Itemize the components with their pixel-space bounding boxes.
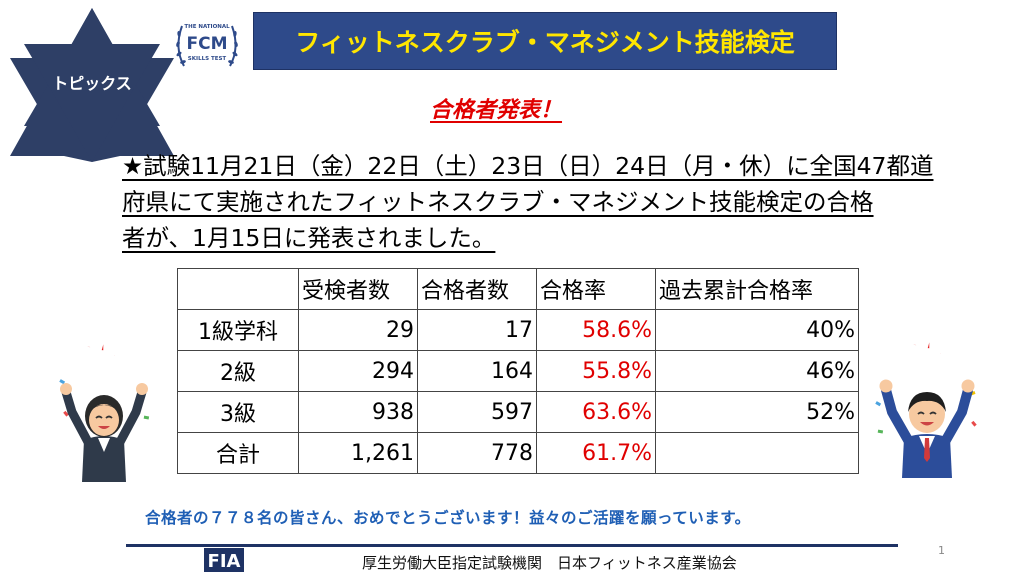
grade-cell: 2級 (177, 350, 299, 392)
emblem-abbr: FCM (186, 34, 227, 54)
rate-cell: 58.6% (536, 309, 656, 351)
cumulative-cell: 40% (655, 309, 859, 351)
celebrating-man-illustration (875, 379, 977, 478)
topics-star-badge (10, 8, 174, 162)
cumulative-cell: 52% (655, 391, 859, 433)
intro-line: ★試験11月21日（金）22日（土）23日（日）24日（月・休）に全国47都道 (122, 152, 934, 180)
examinees-cell: 1,261 (298, 432, 418, 474)
topics-label: トピックス (52, 74, 132, 93)
footer-divider (126, 544, 898, 547)
announcement-heading: 合格者発表！ (430, 98, 563, 123)
header-cell: 過去累計合格率 (655, 268, 859, 310)
emblem-bottom-text: SKILLS TEST (188, 56, 227, 62)
intro-line: 府県にて実施されたフィットネスクラブ・マネジメント技能検定の合格 (122, 188, 874, 216)
footer-organization: 厚生労働大臣指定試験機関 日本フィットネス産業協会 (362, 554, 737, 572)
title-banner: フィットネスクラブ・マネジメント技能検定 (253, 12, 837, 70)
fia-logo: FIA (204, 548, 244, 572)
intro-line: 者が、1月15日に発表されました。 (122, 224, 496, 252)
svg-text:FIA: FIA (208, 551, 241, 572)
header-cell: 合格率 (536, 268, 656, 310)
rate-cell: 61.7% (536, 432, 656, 474)
results-table: 受検者数 合格者数 合格率 過去累計合格率 1級学科 29 17 58.6% 4… (177, 268, 859, 474)
grade-cell: 1級学科 (177, 309, 299, 351)
grade-cell: 合計 (177, 432, 299, 474)
cumulative-cell: 46% (655, 350, 859, 392)
rate-cell: 63.6% (536, 391, 656, 433)
intro-paragraph: ★試験11月21日（金）22日（土）23日（日）24日（月・休）に全国47都道 … (122, 148, 972, 256)
passed-cell: 164 (417, 350, 537, 392)
passed-cell: 778 (417, 432, 537, 474)
page-number: 1 (938, 544, 945, 557)
table-header-row: 受検者数 合格者数 合格率 過去累計合格率 (177, 268, 859, 310)
passed-cell: 17 (417, 309, 537, 351)
table-row: 1級学科 29 17 58.6% 40% (177, 309, 859, 351)
emblem-top-text: THE NATIONAL (184, 24, 230, 30)
header-cell: 合格者数 (417, 268, 537, 310)
examinees-cell: 29 (298, 309, 418, 351)
gokaku-word-left: 合格 (53, 329, 135, 377)
banner-title: フィットネスクラブ・マネジメント技能検定 (295, 28, 795, 57)
header-cell: 受検者数 (298, 268, 418, 310)
table-row: 2級 294 164 55.8% 46% (177, 350, 859, 392)
examinees-cell: 294 (298, 350, 418, 392)
table-row: 合計 1,261 778 61.7% (177, 432, 859, 474)
table-row: 3級 938 597 63.6% 52% (177, 391, 859, 433)
rate-cell: 55.8% (536, 350, 656, 392)
header-cell (177, 268, 299, 310)
celebrating-woman-illustration (59, 379, 150, 482)
fcm-emblem-logo: THE NATIONAL FCM SKILLS TEST (176, 24, 238, 67)
cumulative-cell (655, 432, 859, 474)
examinees-cell: 938 (298, 391, 418, 433)
gokaku-word-right: 合格 (879, 327, 961, 375)
passed-cell: 597 (417, 391, 537, 433)
grade-cell: 3級 (177, 391, 299, 433)
congratulations-message: 合格者の７７８名の皆さん、おめでとうございます！益々のご活躍を願っています。 (145, 509, 751, 527)
